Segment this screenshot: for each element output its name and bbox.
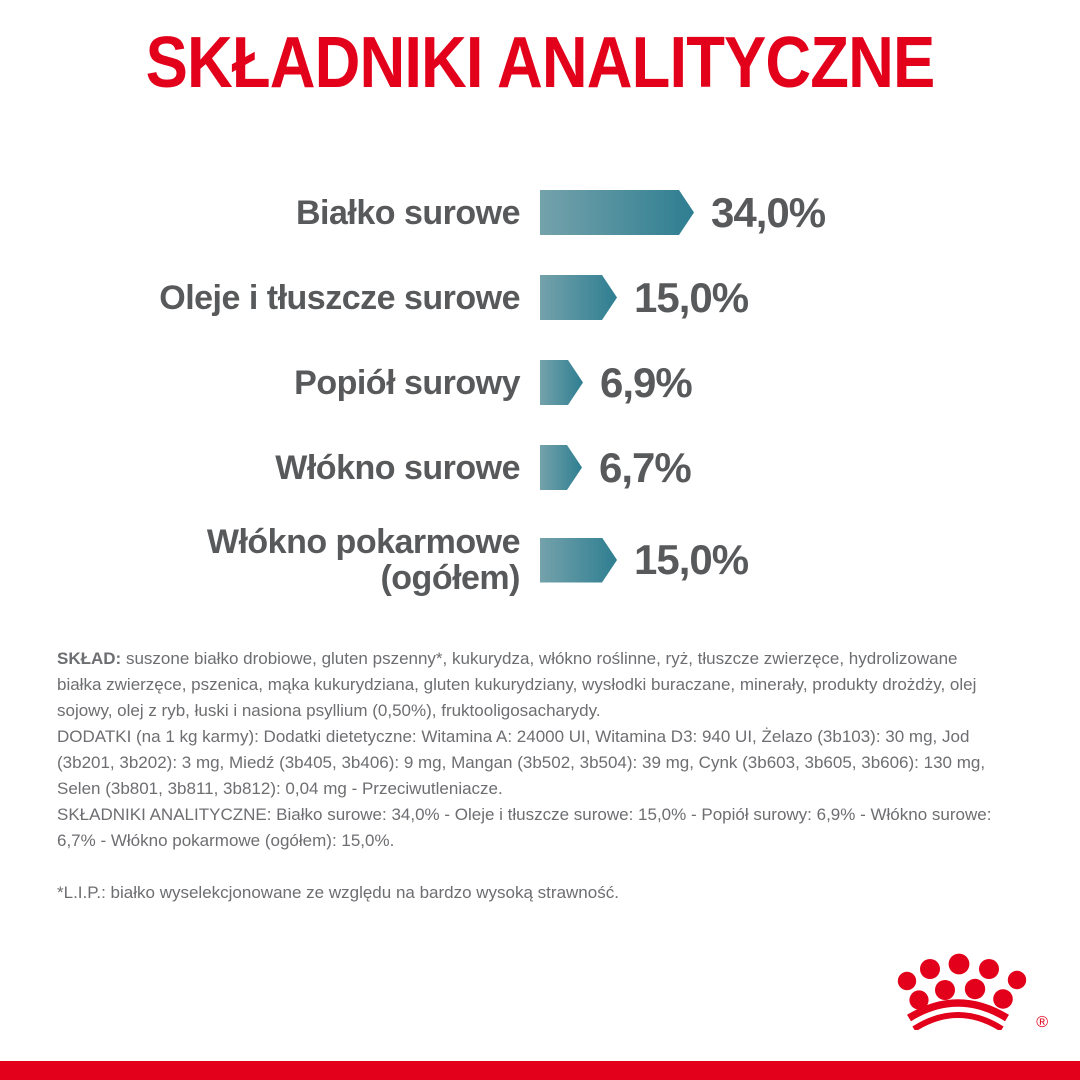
sklad-paragraph: SKŁAD: suszone białko drobiowe, gluten p… [57,646,997,724]
royal-canin-crown-logo: ® [892,946,1048,1031]
bar-label: Oleje i tłuszcze surowe [159,278,520,317]
bar [540,538,617,583]
bar [540,360,583,405]
bar-label: Popiół surowy [294,363,520,402]
bar [540,275,617,320]
crown-icon [897,953,1027,1030]
lip-footnote: *L.I.P.: białko wyselekcjonowane ze wzgl… [57,883,619,902]
bar-label: Białko surowe [295,193,521,232]
bar-label: Włókno pokarmowe (ogółem) [206,523,521,597]
registered-trademark-mark: ® [1036,1014,1048,1031]
chart-row: Włókno pokarmowe (ogółem) 15,0% [0,510,1080,610]
bar-value: 15,0% [634,536,749,583]
bar [540,445,582,490]
footer-red-bar [0,1061,1080,1080]
page-title: SKŁADNIKI ANALITYCZNE [145,23,936,103]
analytical-components-chart: Białko surowe 34,0% Oleje i tłuszcze sur… [0,170,1080,610]
bar-value: 6,7% [599,443,692,491]
sklad-text: suszone białko drobiowe, gluten pszenny*… [57,649,977,720]
bar [540,190,694,235]
bar-value: 15,0% [634,273,749,321]
dodatki-paragraph: DODATKI (na 1 kg karmy): Dodatki dietety… [57,727,986,798]
ingredients-text-block: SKŁAD: suszone białko drobiowe, gluten p… [57,646,997,906]
chart-row: Włókno surowe 6,7% [0,425,1080,510]
chart-row: Białko surowe 34,0% [0,170,1080,255]
chart-row: Oleje i tłuszcze surowe 15,0% [0,255,1080,340]
bar-value: 34,0% [711,188,826,236]
analityczne-paragraph: SKŁADNIKI ANALITYCZNE: Białko surowe: 34… [57,805,992,850]
sklad-label: SKŁAD: [57,649,122,668]
bar-value: 6,9% [600,358,693,406]
bar-label: Włókno surowe [275,448,520,487]
chart-row: Popiół surowy 6,9% [0,340,1080,425]
